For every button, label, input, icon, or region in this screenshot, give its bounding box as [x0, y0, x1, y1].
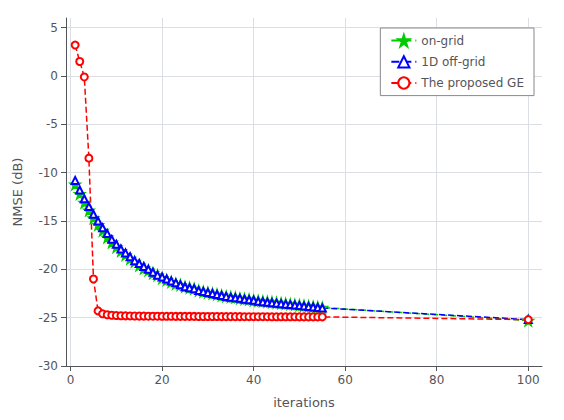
svg-text:0: 0 — [67, 373, 75, 387]
svg-text:-15: -15 — [38, 214, 58, 228]
svg-text:0: 0 — [50, 69, 58, 83]
svg-text:The proposed GE: The proposed GE — [420, 76, 524, 90]
svg-text:100: 100 — [517, 373, 540, 387]
svg-text:-10: -10 — [38, 166, 58, 180]
svg-text:60: 60 — [338, 373, 353, 387]
svg-text:-25: -25 — [38, 311, 58, 325]
svg-text:iterations: iterations — [273, 395, 335, 410]
svg-text:5: 5 — [50, 21, 58, 35]
svg-text:1D off-grid: 1D off-grid — [421, 55, 485, 69]
svg-text:20: 20 — [154, 373, 169, 387]
svg-text:40: 40 — [246, 373, 261, 387]
svg-text:-5: -5 — [46, 117, 58, 131]
svg-text:NMSE (dB): NMSE (dB) — [10, 158, 25, 227]
svg-text:-20: -20 — [38, 262, 58, 276]
svg-text:-30: -30 — [38, 359, 58, 373]
svg-text:on-grid: on-grid — [421, 34, 464, 48]
svg-text:80: 80 — [429, 373, 444, 387]
